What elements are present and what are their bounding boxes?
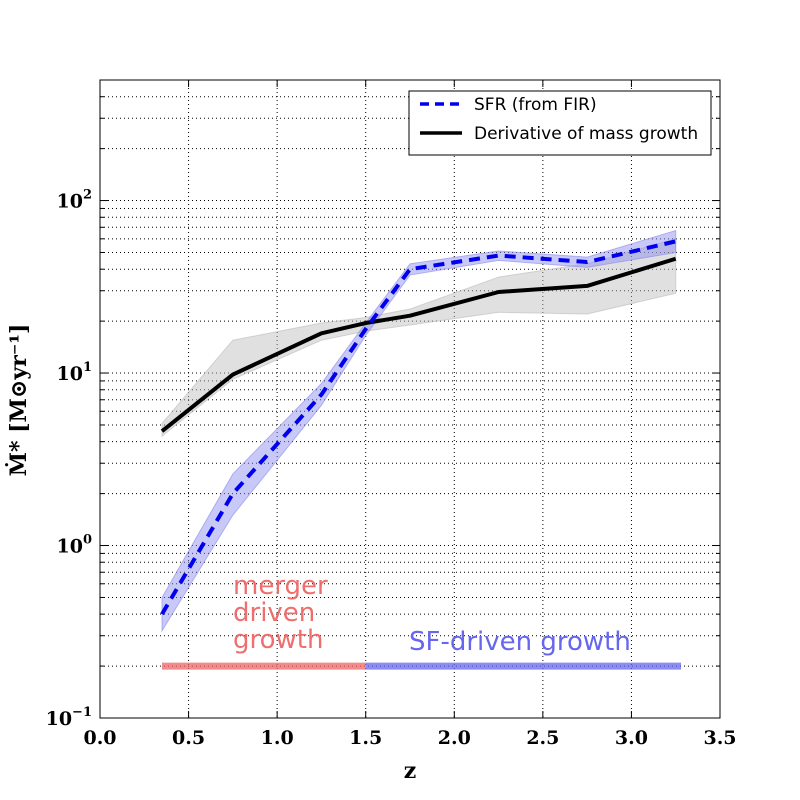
y-tick-label: 10−1 (46, 705, 92, 730)
axis-ticks (99, 79, 721, 719)
y-tick-label: 102 (57, 188, 93, 213)
x-tick-label: 2.0 (438, 727, 471, 749)
legend-sfr-label: SFR (from FIR) (474, 95, 597, 115)
sf-annotation: SF-driven growth (409, 627, 631, 657)
x-tick-label: 3.0 (615, 727, 648, 749)
y-axis-label: Ṁ* [M⊙yr⁻¹] (5, 324, 32, 477)
x-tick-label: 3.5 (703, 727, 736, 749)
legend-mass-label: Derivative of mass growth (474, 124, 698, 144)
y-tick-label: 100 (57, 533, 93, 558)
band-sfr-from-fir (161, 229, 677, 633)
x-tick-label: 0.0 (83, 727, 116, 749)
series-line-derivative-of-mass-growth (160, 256, 677, 433)
x-tick-labels: 0.0 0.5 1.0 1.5 2.0 2.5 3.0 3.5 (83, 727, 736, 749)
x-axis-label: z (404, 758, 417, 784)
x-tick-label: 1.5 (349, 727, 382, 749)
legend: SFR (from FIR) Derivative of mass growth (408, 90, 712, 156)
legend-box (408, 90, 712, 156)
x-tick-label: 1.0 (261, 727, 294, 749)
x-tick-label: 2.5 (526, 727, 559, 749)
y-tick-labels: 10−1 100 101 102 (46, 188, 92, 730)
series-lines (160, 239, 677, 616)
x-tick-label: 0.5 (172, 727, 205, 749)
merger-annotation-line: driven (233, 598, 315, 628)
y-tick-label: 101 (57, 360, 93, 385)
plot-frame (99, 79, 721, 719)
merger-annotation-line: merger (233, 571, 328, 601)
merger-annotation-line: growth (233, 625, 323, 655)
